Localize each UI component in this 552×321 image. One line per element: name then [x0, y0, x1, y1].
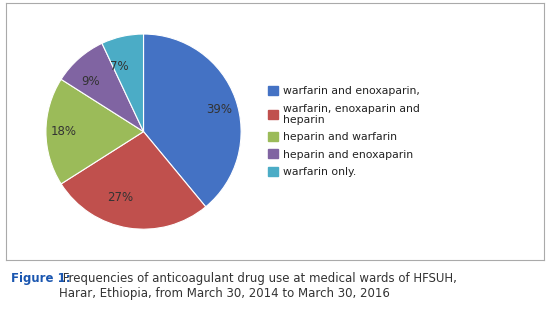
Text: Frequencies of anticoagulant drug use at medical wards of HFSUH,
Harar, Ethiopia: Frequencies of anticoagulant drug use at…	[59, 272, 457, 300]
Wedge shape	[46, 79, 144, 184]
Wedge shape	[61, 43, 144, 132]
Wedge shape	[61, 132, 206, 229]
Text: 39%: 39%	[206, 103, 232, 116]
Text: 7%: 7%	[110, 60, 129, 74]
Text: 27%: 27%	[107, 191, 133, 204]
Text: 9%: 9%	[81, 75, 100, 88]
Legend: warfarin and enoxaparin,, warfarin, enoxaparin and
heparin, heparin and warfarin: warfarin and enoxaparin,, warfarin, enox…	[268, 86, 420, 177]
Wedge shape	[102, 34, 144, 132]
Text: 18%: 18%	[51, 125, 77, 138]
Wedge shape	[144, 34, 241, 207]
Text: Figure 1:: Figure 1:	[11, 272, 71, 285]
